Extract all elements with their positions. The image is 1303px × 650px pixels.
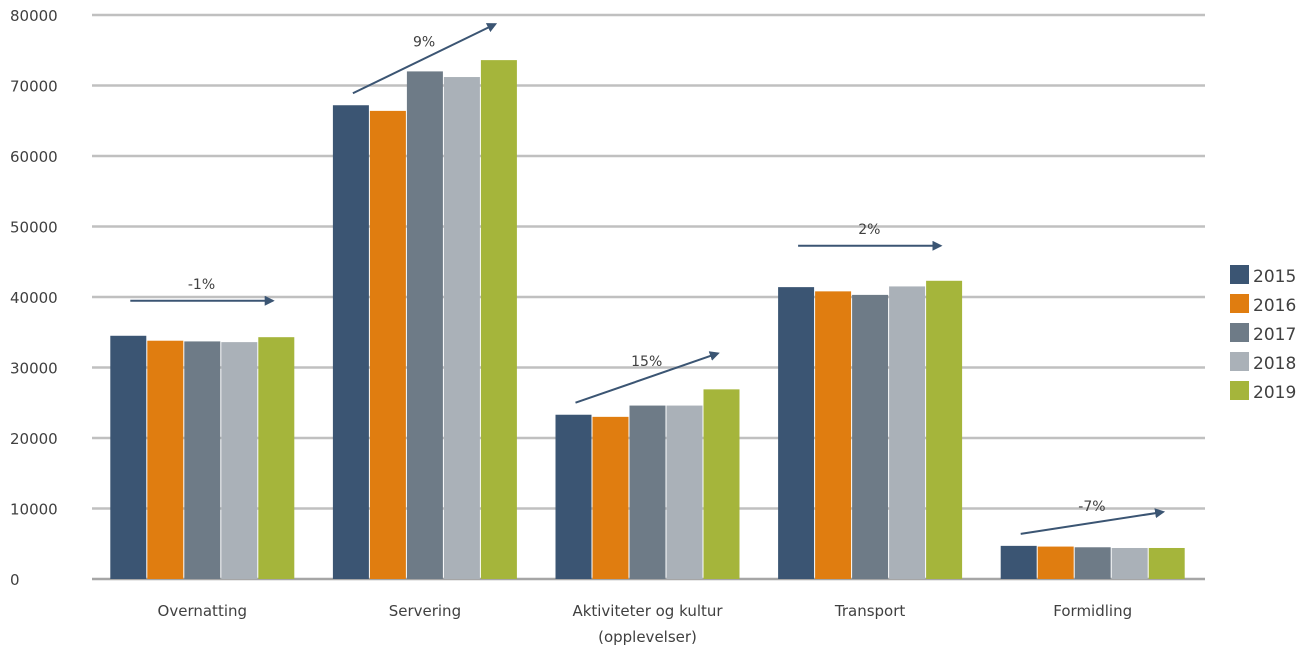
x-tick-label: Formidling: [1053, 602, 1132, 620]
bar-2018: [889, 286, 926, 579]
y-tick-label: 70000: [10, 78, 58, 96]
bar-2015: [555, 414, 592, 579]
bar-2019: [926, 280, 963, 579]
trend-label: -7%: [1078, 499, 1105, 515]
bar-2018: [443, 77, 480, 579]
y-tick-label: 10000: [10, 501, 58, 519]
bar-2017: [1074, 547, 1111, 579]
bar-2016: [147, 340, 184, 579]
bar-2015: [1000, 545, 1037, 579]
bar-2017: [184, 341, 221, 579]
legend-swatch: [1230, 352, 1249, 371]
legend-swatch: [1230, 294, 1249, 313]
y-tick-label: 50000: [10, 219, 58, 237]
trend-label: 9%: [413, 35, 435, 51]
bar-2016: [815, 291, 852, 579]
trend-arrow: [352, 23, 498, 95]
bar-2016: [369, 110, 406, 579]
y-tick-label: 60000: [10, 148, 58, 166]
bar-2017: [852, 294, 889, 579]
bar-2019: [480, 60, 517, 580]
legend-swatch: [1230, 323, 1249, 342]
x-axis: Overnatting Servering Aktiviteter og kultu…: [158, 602, 1133, 646]
trend-label: 2%: [858, 222, 880, 238]
trend-arrow: [575, 351, 720, 404]
legend-label: 2017: [1253, 325, 1296, 345]
x-tick-label: (opplevelser): [598, 628, 697, 646]
bar-2018: [221, 342, 258, 579]
bar-2018: [666, 405, 703, 579]
trend-label: -1%: [188, 277, 215, 293]
y-axis: 0 10000 20000 30000 40000 50000 60000 70000 8000…: [10, 7, 58, 589]
bar-2016: [592, 416, 629, 579]
bar-2019: [258, 337, 295, 579]
y-tick-label: 40000: [10, 289, 58, 307]
legend-label: 2018: [1253, 354, 1296, 374]
trend-label: 15%: [631, 354, 662, 370]
bar-2017: [629, 405, 666, 579]
x-tick-label: Transport: [834, 602, 906, 620]
trend-annotations: -1% 9% 15% 2% -7%: [130, 23, 1166, 535]
bar-2018: [1111, 547, 1148, 579]
y-tick-label: 0: [10, 571, 20, 589]
legend-swatch: [1230, 381, 1249, 400]
y-tick-label: 20000: [10, 430, 58, 448]
y-tick-label: 30000: [10, 360, 58, 378]
bars: [110, 60, 1185, 580]
x-tick-label: Overnatting: [158, 602, 247, 620]
legend-label: 2016: [1253, 296, 1296, 316]
legend-label: 2019: [1253, 383, 1296, 403]
trend-arrow: [1020, 508, 1166, 535]
bar-2015: [110, 335, 147, 579]
x-tick-label: Aktiviteter og kultur: [572, 602, 723, 620]
x-tick-label: Servering: [389, 602, 461, 620]
bar-2016: [1037, 546, 1074, 579]
y-tick-label: 80000: [10, 7, 58, 25]
bar-2017: [406, 71, 443, 580]
bar-2015: [332, 105, 369, 580]
bar-2019: [1148, 547, 1185, 579]
bar-2019: [703, 389, 740, 579]
legend-swatch: [1230, 265, 1249, 284]
legend-label: 2015: [1253, 267, 1296, 287]
bar-2015: [778, 287, 815, 579]
legend: 2015 2016 2017 2018 2019: [1230, 265, 1296, 403]
